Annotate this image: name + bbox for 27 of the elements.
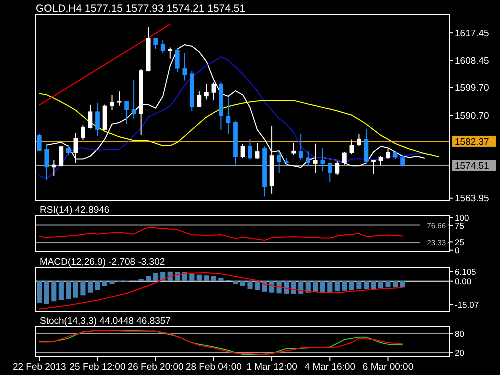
chart-title: GOLD,H4 1577.15 1577.93 1574.21 1574.51	[36, 3, 246, 15]
y-tick-label: 0.00	[455, 276, 472, 287]
x-tick-label: 28 Feb 04:00	[186, 362, 242, 373]
y-tick-label: -15.07	[455, 300, 480, 310]
y-tick-label: 75	[455, 221, 465, 232]
chart-title: Stoch(14,3,3) 44.0448 46.8357	[40, 316, 171, 327]
y-tick-label: 100	[455, 212, 470, 223]
y-tick-label: 1590.70	[455, 111, 490, 122]
y-tick-label: 1599.70	[455, 83, 490, 94]
x-tick-label: 26 Feb 20:00	[128, 362, 184, 373]
y-tick-label: 20	[455, 348, 465, 358]
x-tick-label: 6 Mar 00:00	[362, 362, 414, 373]
x-tick-label: 4 Mar 16:00	[304, 362, 356, 373]
y-tick-label: 1563.95	[455, 194, 490, 205]
chart-title: RSI(14) 42.8946	[40, 205, 110, 216]
y-tick-label: 0	[455, 246, 460, 256]
y-tick-label: 1617.45	[455, 28, 490, 40]
ref-line-label: 1574.51	[455, 161, 490, 172]
y-tick-label: 1608.45	[455, 56, 490, 68]
x-tick-label: 25 Feb 12:00	[70, 362, 126, 373]
y-tick-label: 6.105	[455, 267, 477, 278]
y-tick-label: 80	[455, 329, 465, 340]
ref-line-label: 1582.37	[455, 136, 490, 148]
chart-title: MACD(12,26,9) -2.708 -3.302	[40, 257, 166, 268]
x-tick-label: 1 Mar 12:00	[246, 362, 298, 373]
x-tick-label: 22 Feb 2013	[12, 362, 66, 373]
y-tick-label: 25	[455, 237, 465, 248]
